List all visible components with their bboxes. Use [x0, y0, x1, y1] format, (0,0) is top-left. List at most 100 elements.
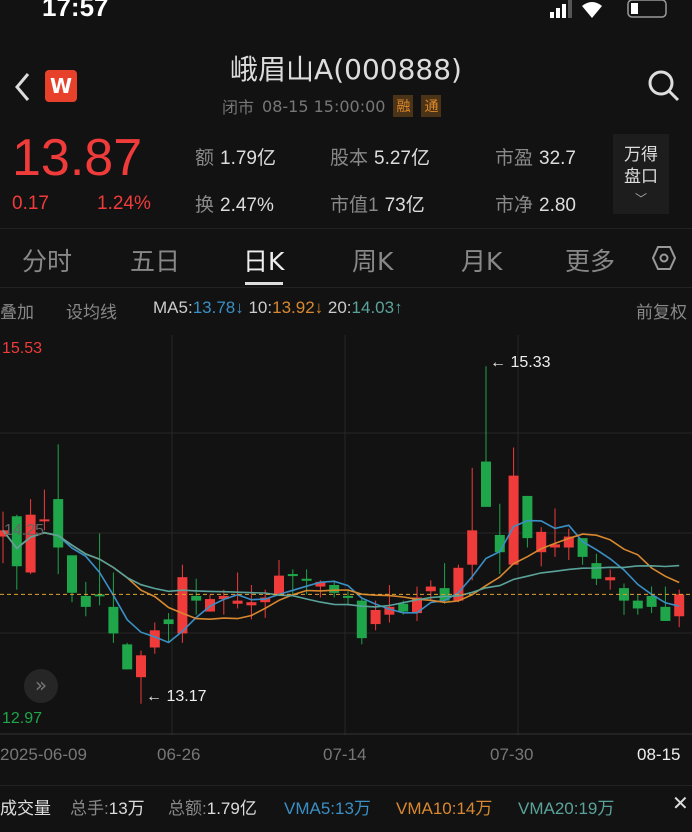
- stat-pb: 市净 2.80: [495, 195, 576, 216]
- ma20-line: [2, 529, 680, 608]
- candle-body: [356, 600, 367, 639]
- candle-body: [577, 538, 588, 557]
- candle-body: [522, 495, 533, 539]
- candle-body: [508, 475, 519, 565]
- candle-body: [53, 499, 64, 548]
- wifi-icon: [582, 2, 602, 18]
- ma5-value: 13.78↓: [192, 298, 244, 317]
- x-label: 07-30: [490, 745, 534, 764]
- candle-body: [605, 577, 616, 581]
- tab-monthly-k[interactable]: 月K: [461, 247, 503, 276]
- candle-body: [370, 610, 381, 625]
- candle-body: [315, 581, 326, 587]
- candle-body: [25, 514, 36, 573]
- margin-badge: 融: [393, 95, 414, 117]
- tab-weekly-k[interactable]: 周K: [352, 247, 394, 276]
- candle-body: [674, 594, 685, 617]
- ma5-line: [2, 519, 680, 644]
- candle-body: [412, 597, 422, 614]
- tab-more[interactable]: 更多: [565, 247, 616, 276]
- stat-turnover: 换 2.47%: [195, 195, 274, 216]
- timestamp: 08-15 15:00:00: [262, 96, 386, 116]
- price-change-pct: 1.24%: [97, 193, 151, 214]
- adjust-button[interactable]: 前复权: [636, 303, 687, 322]
- tab-intraday[interactable]: 分时: [22, 247, 73, 276]
- stock-title: 峨眉山A(000888): [230, 53, 462, 86]
- signal-icon: [550, 0, 572, 18]
- candle-body: [467, 530, 478, 565]
- ma10-value: 13.92↓: [272, 298, 324, 317]
- candle-body: [177, 577, 188, 634]
- candle-body: [536, 531, 547, 553]
- x-label: 07-14: [323, 745, 367, 764]
- candle-body: [287, 574, 298, 577]
- close-icon[interactable]: ✕: [672, 793, 689, 815]
- overlay-button[interactable]: 叠加: [0, 303, 34, 322]
- set-ma-button[interactable]: 设均线: [66, 303, 117, 322]
- candle-body: [563, 536, 574, 548]
- kline-chart[interactable]: [0, 335, 692, 735]
- x-label: 06-26: [157, 745, 201, 764]
- candle-body: [481, 461, 491, 507]
- candle-body: [39, 519, 50, 522]
- candle-body: [646, 595, 657, 607]
- candle-body: [108, 606, 119, 634]
- candle-body: [136, 655, 146, 678]
- chevron-down-icon: ﹀: [634, 192, 647, 206]
- vma5: VMA5:13万: [284, 799, 371, 818]
- candle-body: [660, 606, 671, 621]
- period-tabs: 分时 五日 日K 周K 月K 更多: [0, 228, 692, 288]
- back-icon[interactable]: [12, 70, 32, 104]
- status-icons: [550, 0, 667, 18]
- candle-body: [550, 544, 560, 548]
- total-hands: 总手:13万: [70, 799, 145, 818]
- candle-body: [274, 575, 284, 595]
- wind-panel-button[interactable]: 万得盘口 ﹀: [613, 134, 669, 214]
- tab-daily-k[interactable]: 日K: [243, 247, 285, 276]
- price-change: 0.17: [12, 193, 49, 214]
- vma20: VMA20:19万: [518, 799, 615, 818]
- expand-forward-icon[interactable]: »: [24, 669, 58, 703]
- candle-body: [191, 595, 202, 601]
- y-max-label: 15.53: [2, 340, 43, 357]
- candle-body: [218, 595, 229, 600]
- candle-body: [384, 606, 395, 615]
- candle-body: [0, 530, 8, 537]
- connect-badge: 通: [421, 95, 442, 117]
- candle-body: [494, 535, 505, 553]
- status-time: 17:57: [42, 0, 109, 22]
- settings-icon[interactable]: [652, 245, 676, 271]
- candle-body: [343, 595, 353, 598]
- volume-title: 成交量: [0, 799, 51, 818]
- y-min-label: 12.97: [2, 710, 43, 727]
- candle-body: [301, 578, 312, 581]
- candle-body: [232, 600, 243, 604]
- candle-body: [329, 585, 340, 593]
- candle-body: [632, 600, 643, 609]
- x-label: 2025-06-09: [0, 745, 87, 764]
- active-tab-indicator: [245, 282, 283, 285]
- last-price: 13.87: [12, 129, 143, 187]
- high-annotation: ← 15.33: [490, 354, 551, 371]
- stat-shares: 股本 5.27亿: [330, 148, 430, 169]
- candle-body: [122, 644, 133, 670]
- search-icon[interactable]: [646, 68, 682, 104]
- candle-body: [425, 586, 436, 592]
- candle-body: [80, 595, 91, 607]
- x-label: 08-15: [637, 745, 681, 764]
- tab-five-day[interactable]: 五日: [130, 247, 181, 276]
- y-mid-label: 14.25: [4, 522, 45, 539]
- ma20-value: 14.03↑: [351, 298, 403, 317]
- low-annotation: ← 13.17: [146, 688, 207, 705]
- vma10: VMA10:14万: [396, 799, 493, 818]
- candle-body: [398, 603, 409, 612]
- divider: [0, 785, 692, 786]
- candle-body: [246, 602, 257, 606]
- candle-body: [591, 563, 602, 579]
- wind-logo[interactable]: W: [45, 70, 77, 102]
- battery-icon: [627, 0, 667, 18]
- stat-market-cap: 市值1 73亿: [330, 195, 425, 216]
- candle-body: [149, 630, 160, 648]
- ma-values: MA5:13.78↓ 10:13.92↓ 20:14.03↑: [153, 298, 403, 317]
- candle-body: [11, 516, 22, 567]
